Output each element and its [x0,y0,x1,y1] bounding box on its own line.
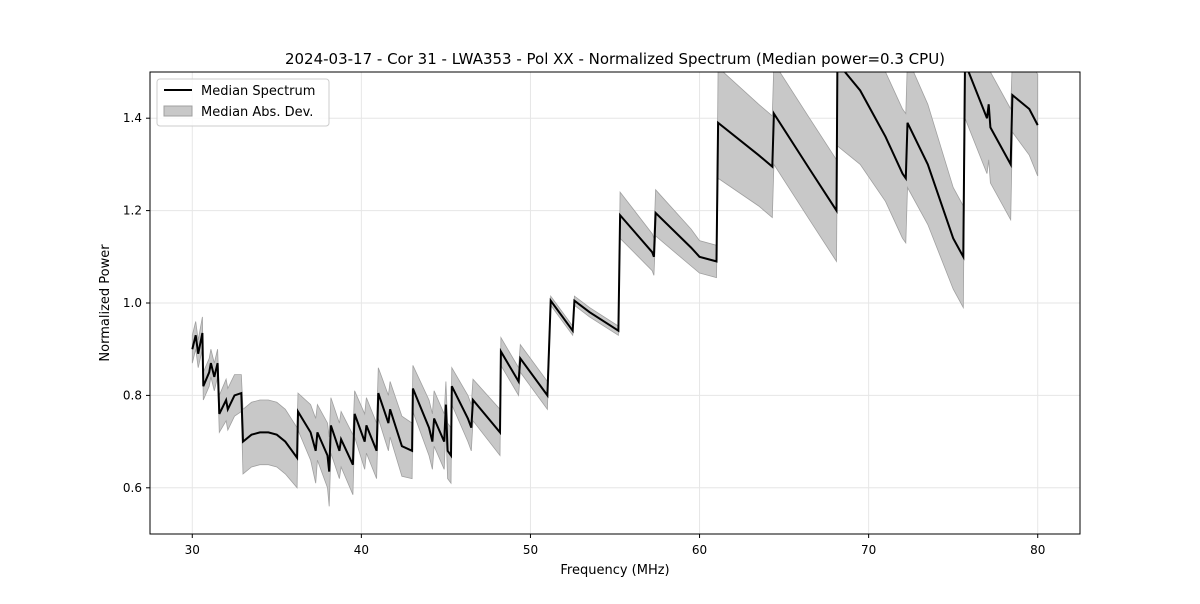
legend: Median Spectrum Median Abs. Dev. [156,78,330,127]
y-tick-label: 1.0 [123,296,142,310]
x-tick-label: 60 [692,543,707,557]
y-tick-label: 0.6 [123,481,142,495]
legend-label-mad: Median Abs. Dev. [201,105,313,120]
x-axis-label: Frequency (MHz) [560,563,669,578]
x-tick-label: 80 [1030,543,1045,557]
chart-title: 2024-03-17 - Cor 31 - LWA353 - Pol XX - … [285,50,945,68]
x-tick-label: 40 [354,543,369,557]
axis-ticks: 30 40 50 60 70 80 0.6 0.8 1.0 1.2 1.4 [123,111,1045,557]
y-tick-label: 1.2 [123,204,142,218]
legend-box [156,78,330,127]
x-tick-label: 70 [861,543,876,557]
median-spectrum-line [191,72,1039,472]
y-tick-label: 0.8 [123,388,142,402]
x-tick-label: 50 [523,543,538,557]
x-tick-label: 30 [185,543,200,557]
y-tick-label: 1.4 [123,111,142,125]
median-abs-dev-band [191,72,1039,507]
legend-label-median: Median Spectrum [201,84,315,99]
y-axis-label: Normalized Power [98,244,113,362]
legend-band-swatch [163,105,193,117]
